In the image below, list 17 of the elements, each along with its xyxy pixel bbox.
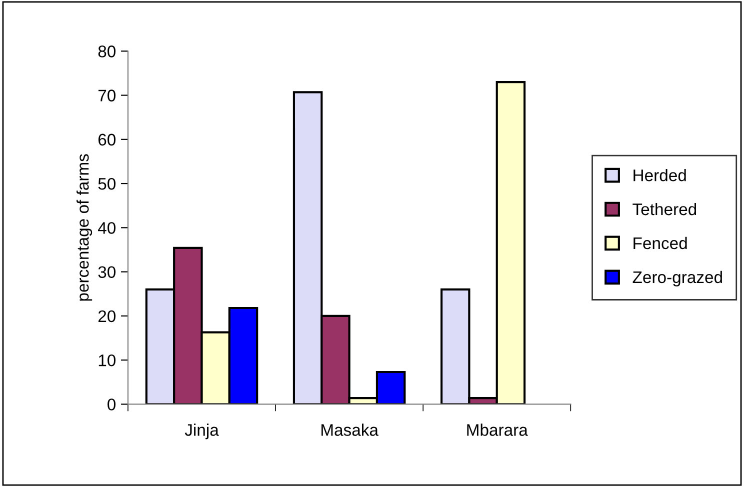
x-tick-label: Mbarara — [467, 424, 528, 436]
y-tick-label: 0 — [108, 398, 116, 410]
x-tick-label: Masaka — [322, 424, 378, 436]
y-tick-label: 70 — [98, 90, 116, 102]
y-tick-label: 50 — [98, 178, 116, 190]
x-tick-label: Jinja — [184, 424, 219, 440]
legend-label: Fenced — [634, 236, 687, 250]
legend-label: Zero-grazed — [632, 270, 722, 286]
y-tick-label: 10 — [98, 354, 116, 366]
legend-label: Herded — [634, 169, 686, 182]
legend-label: Tethered — [632, 202, 696, 216]
y-tick-label: 80 — [98, 46, 116, 58]
y-tick-label: 20 — [98, 310, 116, 322]
y-axis-title: percentage of farms — [76, 154, 92, 301]
y-tick-label: 40 — [98, 222, 116, 234]
y-tick-label: 60 — [98, 134, 116, 146]
y-tick-label: 30 — [98, 266, 116, 278]
